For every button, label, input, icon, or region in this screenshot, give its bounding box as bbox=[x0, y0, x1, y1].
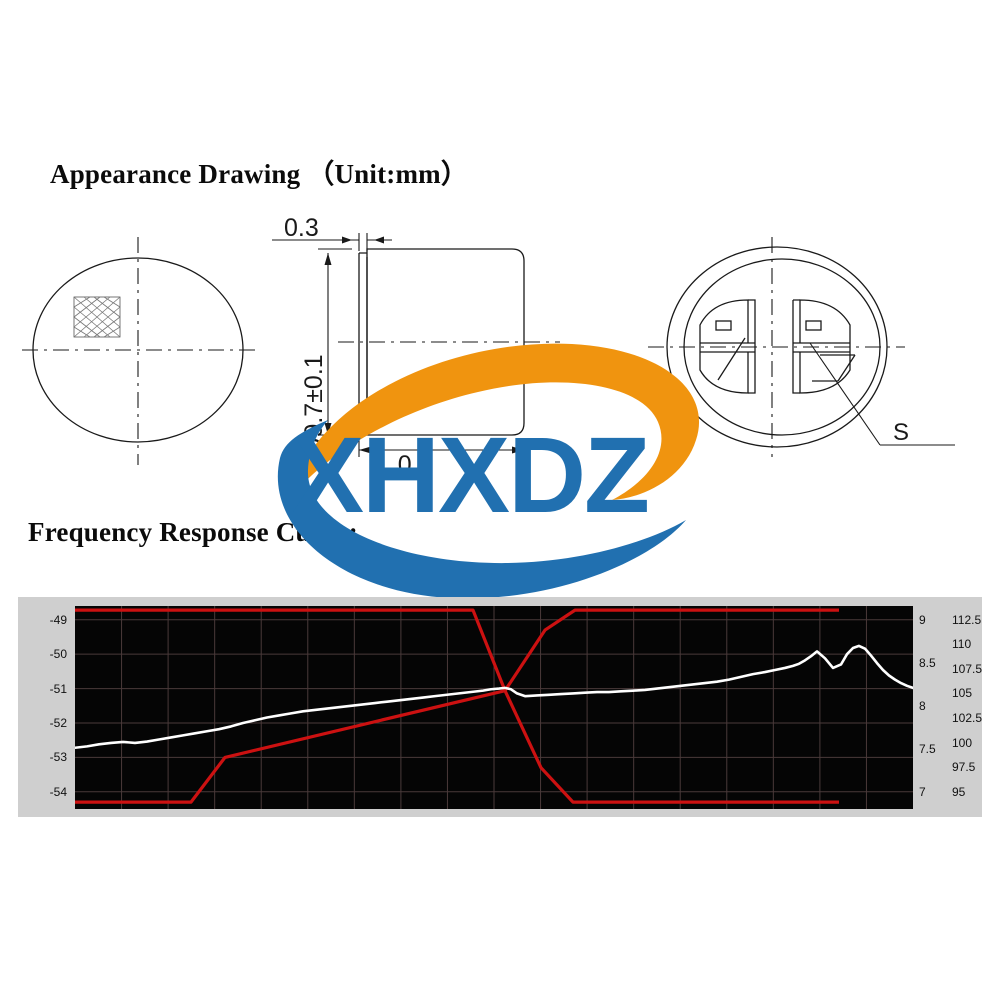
dimension-thickness-0_3 bbox=[272, 233, 392, 251]
page-title-frequency-response: Frequency Response Curve: bbox=[28, 517, 358, 547]
chart-ytick-right-6: 97.5 bbox=[952, 760, 976, 775]
chart-ytick-right-0: 112.5 bbox=[952, 612, 982, 627]
drawing-svg: S 0.3 Ø9.7±0.1 4. 0. bbox=[22, 214, 955, 479]
chart-upper-limit bbox=[75, 608, 839, 804]
chart-axis-left: -49 -50 -51 -52 -53 -54 bbox=[18, 597, 75, 817]
chart-axis-mid: 9 8.5 8 7.5 7 bbox=[913, 597, 953, 817]
chart-ytick-mid-4: 7 bbox=[919, 784, 926, 799]
chart-ytick-mid-2: 8 bbox=[919, 698, 926, 713]
chart-axis-right: 112.5 110 107.5 105 102.5 100 97.5 95 bbox=[948, 597, 998, 817]
chart-ytick-right-1: 110 bbox=[952, 637, 972, 652]
dimension-label-height: 4. 0. bbox=[370, 451, 419, 479]
chart-series-0 bbox=[75, 644, 913, 750]
top-view-circle bbox=[22, 237, 255, 465]
dimension-label-thickness: 0.3 bbox=[284, 214, 319, 242]
chart-plot-area bbox=[75, 606, 913, 809]
chart-ytick-left-2: -51 bbox=[49, 681, 67, 696]
chart-ytick-left-5: -54 bbox=[49, 784, 67, 799]
chart-ytick-left-0: -49 bbox=[49, 612, 67, 627]
chart-ytick-right-5: 100 bbox=[952, 735, 973, 750]
chart-ytick-mid-1: 8.5 bbox=[919, 655, 936, 670]
bottom-view-terminals bbox=[648, 237, 905, 457]
page-title-appearance-drawing: Appearance Drawing （Unit:mm） bbox=[50, 159, 469, 189]
chart-ytick-right-4: 102.5 bbox=[952, 711, 983, 726]
chart-ytick-right-2: 107.5 bbox=[952, 661, 983, 676]
chart-lower-limit bbox=[75, 608, 839, 804]
appearance-drawing-figure: S 0.3 Ø9.7±0.1 4. 0. bbox=[0, 195, 1000, 515]
sound-hole-mesh bbox=[73, 296, 121, 338]
chart-plot-svg bbox=[75, 606, 913, 809]
chart-ytick-left-1: -50 bbox=[49, 647, 67, 662]
callout-leader-s bbox=[809, 342, 955, 446]
chart-ytick-left-4: -53 bbox=[49, 750, 67, 765]
side-view-body bbox=[338, 248, 560, 436]
chart-ytick-left-3: -52 bbox=[49, 715, 67, 730]
dimension-label-diameter: Ø9.7±0.1 bbox=[300, 354, 328, 457]
chart-ytick-mid-0: 9 bbox=[919, 612, 926, 627]
callout-label-s: S bbox=[893, 419, 909, 446]
frequency-response-chart: -49 -50 -51 -52 -53 -54 9 8.5 8 7.5 7 112.5 110 107… bbox=[18, 597, 982, 817]
chart-ytick-mid-3: 7.5 bbox=[919, 741, 936, 756]
chart-ytick-right-3: 105 bbox=[952, 686, 973, 701]
chart-ytick-right-7: 95 bbox=[952, 784, 966, 799]
